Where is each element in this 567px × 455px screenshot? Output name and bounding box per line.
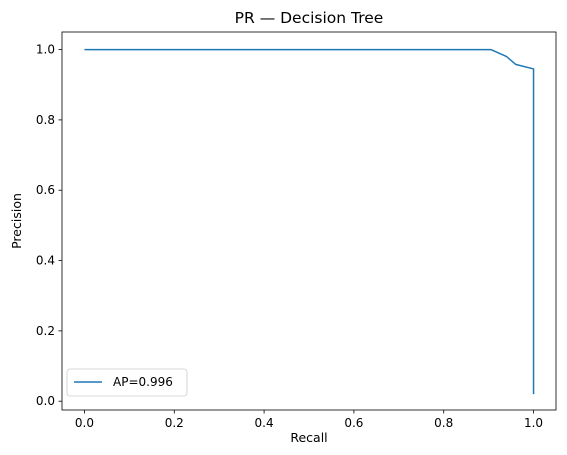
x-tick-label: 0.6 [344, 416, 363, 430]
legend-label: AP=0.996 [113, 375, 173, 389]
y-tick-label: 0.2 [36, 324, 55, 338]
x-tick-label: 1.0 [524, 416, 543, 430]
legend: AP=0.996 [66, 368, 188, 397]
legend-box [66, 368, 188, 397]
axis-ticks: 0.0 0.2 0.4 0.6 0.8 1.0 0.0 0.2 0.4 0.6 0.8 1.0 [36, 43, 543, 430]
plot-area [84, 48, 535, 395]
y-tick-label: 0.0 [36, 394, 55, 408]
y-tick-label: 0.6 [36, 183, 55, 197]
x-tick-label: 0.2 [165, 416, 184, 430]
y-tick-label: 1.0 [36, 43, 55, 57]
y-tick-label: 0.8 [36, 113, 55, 127]
chart-title: PR — Decision Tree [235, 9, 384, 27]
x-tick-label: 0.0 [75, 416, 94, 430]
axes-frame [61, 31, 557, 411]
x-axis-label: Recall [290, 430, 327, 445]
x-tick-label: 0.8 [434, 416, 453, 430]
x-tick-label: 0.4 [255, 416, 274, 430]
series-line [84, 48, 535, 395]
y-axis-label: Precision [9, 193, 24, 249]
y-tick-label: 0.4 [36, 254, 55, 268]
